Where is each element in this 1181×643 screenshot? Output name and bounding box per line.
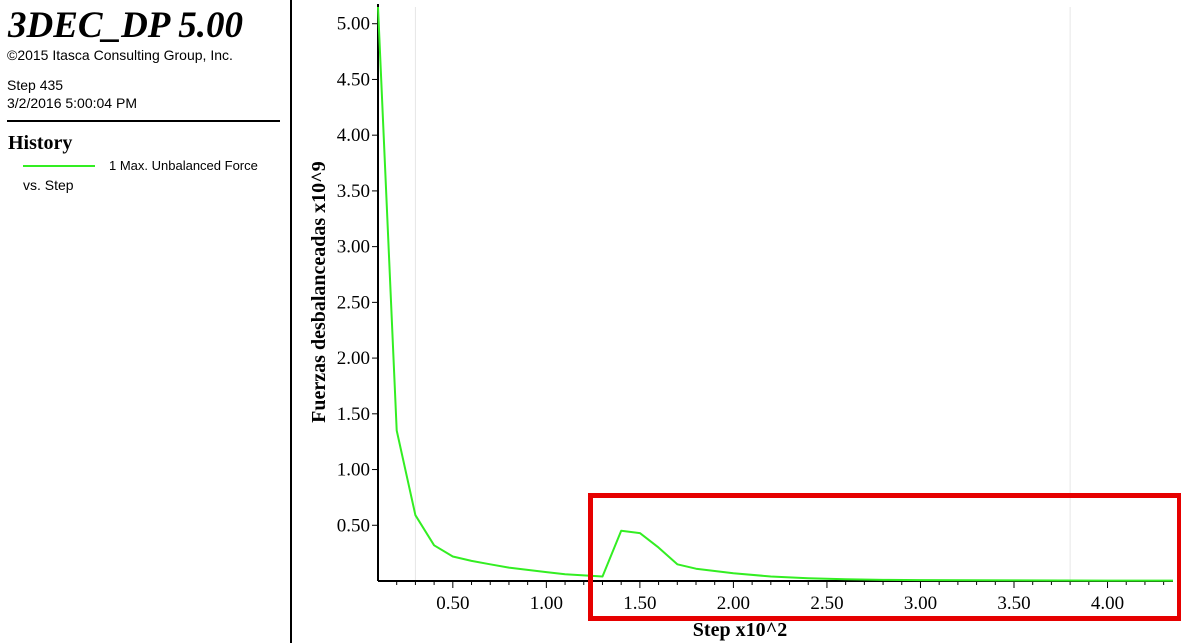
y-tick-label: 3.00 [337,237,370,258]
x-axis-label: Step x10^2 [692,619,788,641]
highlight-annotation [588,493,1181,621]
y-tick-label: 4.50 [337,69,370,90]
panel-vertical-divider [290,0,292,643]
x-tick-label: 2.00 [717,593,750,614]
copyright-text: ©2015 Itasca Consulting Group, Inc. [7,47,233,63]
series-line [377,6,1173,582]
x-tick-label: 0.50 [436,593,469,614]
x-tick-label: 4.00 [1091,593,1124,614]
y-tick-label: 3.50 [337,181,370,202]
x-tick-label: 3.50 [997,593,1030,614]
y-tick-label: 1.00 [337,460,370,481]
step-count: Step 435 [7,77,64,93]
legend-line-swatch [23,165,95,167]
y-tick-label: 5.00 [337,14,370,35]
legend-entry: 1 Max. Unbalanced Force [109,158,258,173]
y-tick-label: 2.50 [337,292,370,313]
y-tick-label: 2.00 [337,348,370,369]
x-tick-label: 3.00 [904,593,937,614]
y-axis-label: Fuerzas desbalanceadas x10^9 [308,161,330,423]
legend-heading: History [8,132,73,154]
x-tick-label: 1.50 [623,593,656,614]
series-layer [377,6,1173,582]
y-tick-label: 1.50 [337,404,370,425]
y-tick-label: 0.50 [337,515,370,536]
app-title: 3DEC_DP 5.00 [8,5,244,46]
grid-layer [414,7,1071,581]
y-tick-label: 4.00 [337,125,370,146]
legend-entry-sub: vs. Step [23,177,74,193]
timestamp: 3/2/2016 5:00:04 PM [7,95,137,111]
x-tick-label: 2.50 [810,593,843,614]
panel-divider [7,120,280,122]
info-panel: 3DEC_DP 5.00 ©2015 Itasca Consulting Gro… [0,0,290,643]
x-tick-label: 1.00 [530,593,563,614]
tick-layer: 0.50 1.00 1.50 2.00 2.50 3.00 3.50 4.00 0.50 1.00… [337,14,1165,614]
